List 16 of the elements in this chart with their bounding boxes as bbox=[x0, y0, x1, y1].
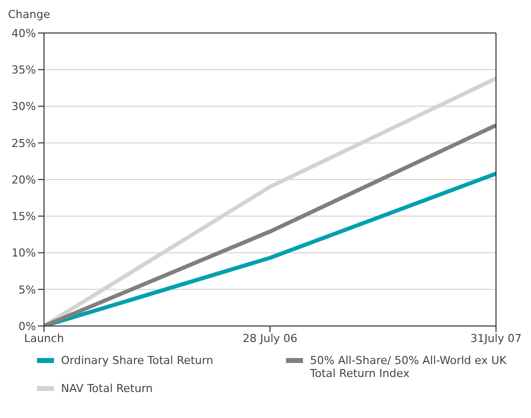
y-tick-label: 40% bbox=[12, 26, 36, 40]
y-tick-label: 5% bbox=[18, 283, 36, 296]
legend-label: Ordinary Share Total Return bbox=[61, 354, 214, 367]
y-tick-label: 30% bbox=[12, 100, 36, 114]
y-tick-label: 10% bbox=[12, 246, 36, 260]
x-tick-label: Launch bbox=[24, 332, 64, 345]
legend-label: 50% All-Share/ 50% All-World ex UK Total Return Index bbox=[310, 354, 508, 380]
y-axis-title: Change bbox=[8, 8, 52, 23]
y-tick-label: 35% bbox=[12, 64, 36, 77]
legend-label: NAV Total Return bbox=[61, 382, 153, 395]
x-tick-label: 28 July 06 bbox=[242, 332, 298, 345]
x-tick-label: 31July 07 bbox=[470, 332, 522, 345]
y-tick-label: 15% bbox=[12, 210, 36, 224]
y-tick-label: 25% bbox=[12, 136, 36, 150]
y-tick-label: 20% bbox=[12, 173, 36, 186]
y-tick-label: 0% bbox=[18, 320, 36, 333]
